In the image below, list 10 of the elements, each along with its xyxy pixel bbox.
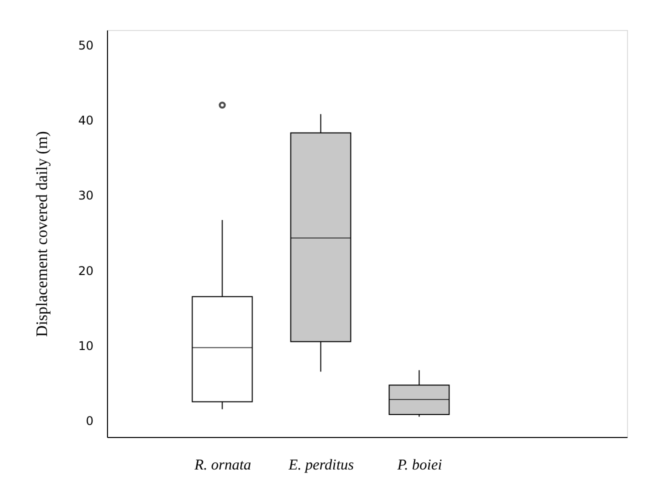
x-tick-label: E. perditus: [288, 458, 354, 474]
y-tick-label: 20: [78, 264, 94, 278]
x-tick-label: R. ornata: [193, 458, 252, 474]
y-tick-label: 40: [78, 114, 94, 128]
y-tick-label: 30: [78, 188, 94, 203]
y-tick-label: 0: [86, 414, 94, 428]
y-tick-label: 50: [78, 38, 94, 53]
y-axis-title: Displacement covered daily (m): [34, 131, 52, 337]
x-tick-label: P. boiei: [396, 458, 442, 474]
y-tick-label: 10: [78, 338, 94, 353]
